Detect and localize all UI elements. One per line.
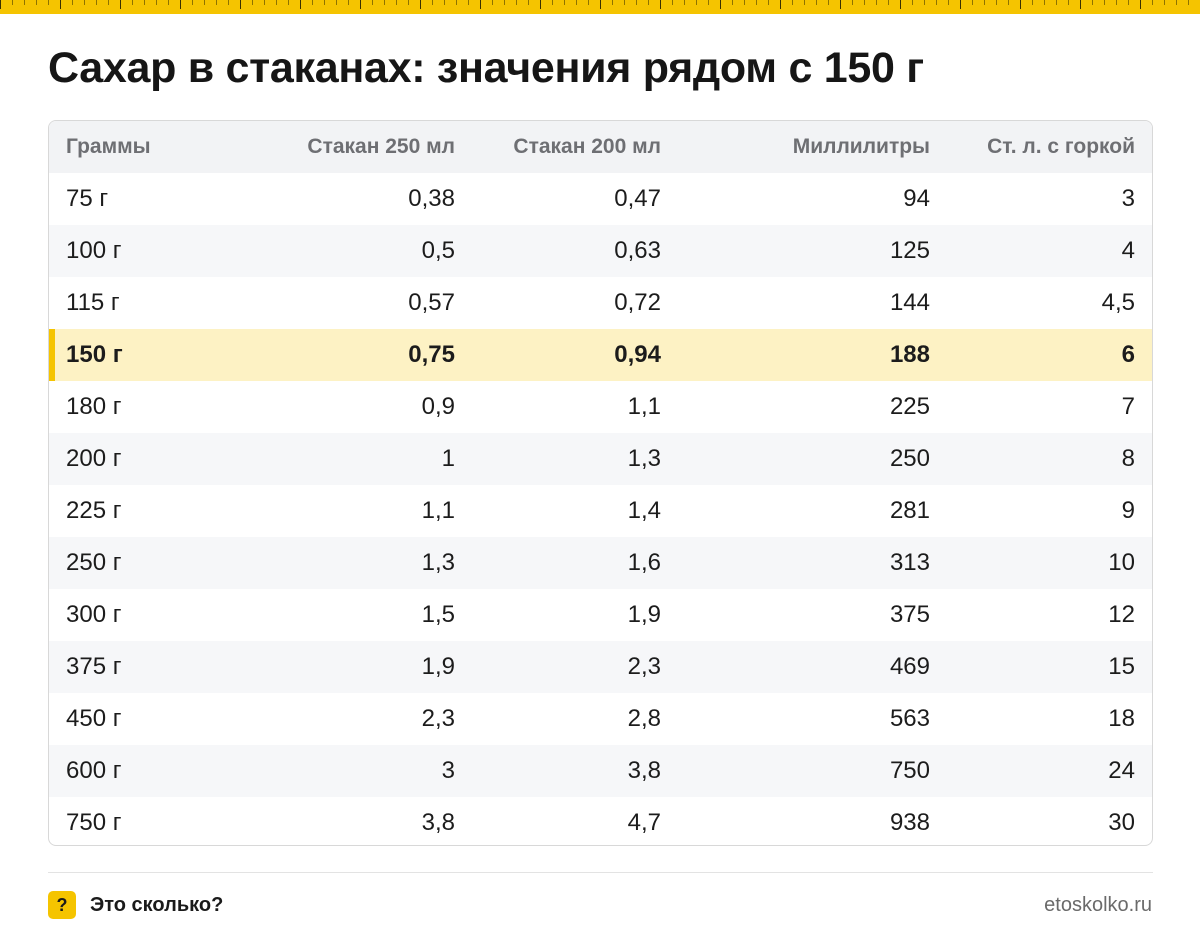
cell-milliliters: 313 [889, 549, 930, 576]
cell-tablespoons: 9 [1121, 497, 1135, 524]
cell-milliliters: 375 [889, 601, 930, 628]
header-cup-250: Стакан 250 мл [307, 135, 455, 158]
header-grams: Граммы [66, 135, 151, 158]
cell-grams: 225 г [66, 497, 122, 524]
cell-cup-250: 1,3 [421, 549, 455, 576]
cell-milliliters: 281 [889, 497, 930, 524]
cell-tablespoons: 15 [1108, 653, 1135, 680]
table-row: 600 г 3 3,8 750 24 [49, 745, 1152, 797]
cell-milliliters: 188 [889, 341, 930, 368]
cell-tablespoons: 3 [1121, 185, 1135, 212]
cell-grams: 450 г [66, 705, 122, 732]
cell-milliliters: 469 [889, 653, 930, 680]
cell-grams: 180 г [66, 393, 122, 420]
table-body: 75 г 0,38 0,47 94 3 100 г 0,5 0,63 125 4 115 г 0,57… [49, 173, 1152, 845]
footer-brand: ? Это сколько? [48, 891, 223, 919]
table-row: 750 г 3,8 4,7 938 30 [49, 797, 1152, 845]
cell-milliliters: 938 [889, 809, 930, 836]
cell-tablespoons: 6 [1121, 341, 1135, 368]
cell-cup-200: 1,3 [627, 445, 661, 472]
cell-grams: 250 г [66, 549, 122, 576]
table-row: 75 г 0,38 0,47 94 3 [49, 173, 1152, 225]
header-milliliters: Миллилитры [792, 135, 930, 158]
cell-grams: 115 г [66, 289, 120, 316]
cell-milliliters: 250 [889, 445, 930, 472]
cell-milliliters: 750 [889, 757, 930, 784]
cell-cup-200: 0,72 [614, 289, 661, 316]
cell-cup-250: 3,8 [421, 809, 455, 836]
table-row-highlighted: 150 г 0,75 0,94 188 6 [49, 329, 1152, 381]
ruler-strip [0, 0, 1200, 14]
page-title: Сахар в стаканах: значения рядом с 150 г [48, 44, 924, 92]
cell-grams: 300 г [66, 601, 122, 628]
cell-cup-200: 1,9 [627, 601, 661, 628]
cell-cup-250: 0,5 [421, 237, 455, 264]
question-badge-icon: ? [48, 891, 76, 919]
cell-cup-200: 0,63 [614, 237, 661, 264]
cell-cup-200: 3,8 [627, 757, 661, 784]
cell-cup-250: 1,1 [421, 497, 455, 524]
table-row: 200 г 1 1,3 250 8 [49, 433, 1152, 485]
cell-tablespoons: 18 [1108, 705, 1135, 732]
cell-cup-250: 0,75 [408, 341, 455, 368]
cell-grams: 100 г [66, 237, 122, 264]
conversion-table: Граммы Стакан 250 мл Стакан 200 мл Милли… [48, 120, 1153, 846]
cell-tablespoons: 30 [1108, 809, 1135, 836]
cell-cup-200: 1,1 [627, 393, 661, 420]
cell-tablespoons: 12 [1108, 601, 1135, 628]
table-row: 115 г 0,57 0,72 144 4,5 [49, 277, 1152, 329]
table-header-row: Граммы Стакан 250 мл Стакан 200 мл Милли… [49, 121, 1152, 173]
cell-cup-250: 0,57 [408, 289, 455, 316]
site-url: etoskolko.ru [1044, 894, 1152, 916]
cell-tablespoons: 4 [1121, 237, 1135, 264]
cell-milliliters: 125 [889, 237, 930, 264]
cell-grams: 375 г [66, 653, 122, 680]
cell-grams: 600 г [66, 757, 122, 784]
cell-grams: 750 г [66, 809, 122, 836]
cell-cup-250: 1,9 [421, 653, 455, 680]
cell-cup-250: 0,38 [408, 185, 455, 212]
header-tablespoons: Ст. л. с горкой [987, 135, 1135, 158]
cell-grams: 200 г [66, 445, 122, 472]
cell-tablespoons: 10 [1108, 549, 1135, 576]
brand-name: Это сколько? [90, 893, 224, 916]
cell-tablespoons: 24 [1108, 757, 1135, 784]
cell-cup-200: 2,3 [627, 653, 661, 680]
cell-cup-200: 1,4 [627, 497, 661, 524]
cell-cup-200: 1,6 [627, 549, 661, 576]
cell-cup-200: 4,7 [627, 809, 661, 836]
cell-cup-250: 3 [441, 757, 455, 784]
cell-grams: 75 г [66, 185, 109, 212]
table-row: 100 г 0,5 0,63 125 4 [49, 225, 1152, 277]
cell-cup-250: 0,9 [421, 393, 455, 420]
cell-cup-250: 2,3 [421, 705, 455, 732]
cell-tablespoons: 8 [1121, 445, 1135, 472]
table-row: 375 г 1,9 2,3 469 15 [49, 641, 1152, 693]
header-cup-200: Стакан 200 мл [513, 135, 661, 158]
cell-cup-200: 0,47 [614, 185, 661, 212]
table-row: 225 г 1,1 1,4 281 9 [49, 485, 1152, 537]
footer-divider [48, 872, 1153, 873]
table-row: 300 г 1,5 1,9 375 12 [49, 589, 1152, 641]
cell-cup-250: 1,5 [421, 601, 455, 628]
cell-cup-250: 1 [441, 445, 455, 472]
cell-tablespoons: 7 [1121, 393, 1135, 420]
cell-tablespoons: 4,5 [1101, 289, 1135, 316]
cell-grams: 150 г [66, 341, 123, 368]
cell-milliliters: 94 [903, 185, 930, 212]
cell-milliliters: 563 [889, 705, 930, 732]
table-row: 180 г 0,9 1,1 225 7 [49, 381, 1152, 433]
cell-cup-200: 2,8 [627, 705, 661, 732]
cell-milliliters: 225 [889, 393, 930, 420]
table-row: 450 г 2,3 2,8 563 18 [49, 693, 1152, 745]
cell-cup-200: 0,94 [614, 341, 661, 368]
table-row: 250 г 1,3 1,6 313 10 [49, 537, 1152, 589]
cell-milliliters: 144 [889, 289, 930, 316]
